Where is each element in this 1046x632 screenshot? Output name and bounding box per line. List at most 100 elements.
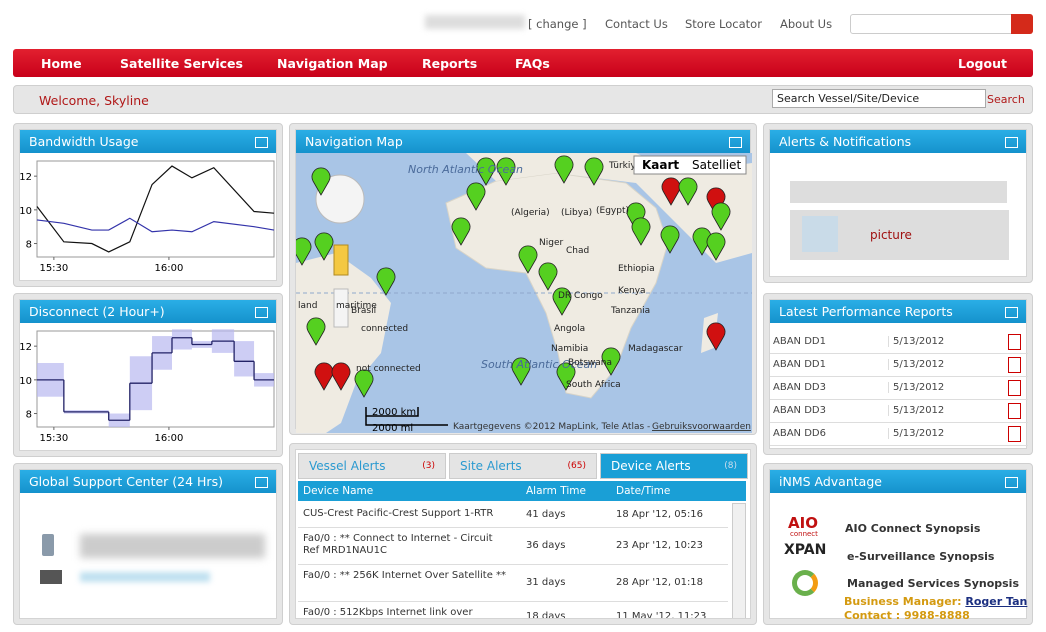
line	[36, 165, 275, 253]
notification[interactable]	[790, 181, 1007, 203]
title: Alerts & Notifications	[779, 134, 912, 149]
panel-title: Latest Performance Reports	[770, 300, 1026, 323]
nav-item[interactable]: FAQs	[515, 56, 550, 71]
band	[171, 329, 192, 350]
vessel-pin	[706, 322, 726, 351]
panel: Bandwidth Usage 8 10 12 15:30 16:00	[13, 123, 283, 287]
pdf-icon[interactable]	[1008, 426, 1021, 442]
report-date: 5/13/2012	[888, 382, 944, 393]
tab-name: Site Alerts	[460, 459, 522, 473]
link[interactable]: Contact Us	[605, 17, 668, 31]
avatar	[802, 216, 838, 252]
contact-value: 9988-8888	[903, 609, 970, 622]
tab[interactable]: Site Alerts (65)	[449, 453, 597, 479]
item[interactable]: e-Surveillance Synopsis	[847, 550, 995, 563]
phone-icon	[42, 534, 54, 556]
panel: Alerts & Notifications picture	[763, 123, 1033, 283]
blurred-user	[425, 15, 525, 29]
vessel-pin	[601, 347, 621, 376]
nav-item[interactable]: Satellite Services	[120, 56, 243, 71]
tab-count: (8)	[724, 461, 737, 471]
vessel-pin	[711, 202, 731, 231]
map-label: DR Congo	[558, 291, 603, 301]
vessel-pin	[706, 187, 726, 216]
search-button[interactable]: Search	[987, 93, 1025, 106]
pdf-icon[interactable]	[1008, 403, 1021, 419]
vessel-pin	[296, 237, 312, 266]
map-label: (Egypt)	[596, 206, 629, 216]
manager-link[interactable]: Roger Tan	[965, 595, 1028, 608]
alarm-time: 41 days	[526, 509, 566, 520]
vessel-pin	[626, 202, 646, 231]
tab[interactable]: Vessel Alerts (3)	[298, 453, 446, 479]
report-row[interactable]: ABAN DD1 5/13/2012	[770, 331, 1028, 354]
vessel-pin	[660, 225, 680, 254]
link[interactable]: About Us	[780, 17, 833, 31]
report-row[interactable]: ABAN DD3 5/13/2012	[770, 377, 1028, 400]
nav-item[interactable]: Reports	[422, 56, 478, 71]
map-credit: Kaartgegevens ©2012 MapLink, Tele Atlas …	[453, 422, 650, 432]
item[interactable]: AIO Connect Synopsis	[845, 522, 981, 535]
map-label: Ethiopia	[618, 264, 655, 274]
report-date: 5/13/2012	[888, 336, 944, 347]
notification[interactable]: picture	[790, 210, 1009, 260]
x-tick-label: 16:00	[155, 263, 184, 274]
table-header: Device Name Alarm Time Date/Time	[298, 481, 746, 501]
vessel-pin	[306, 317, 326, 346]
map-label: Namibia	[551, 344, 588, 354]
search-field[interactable]: Search Vessel/Site/Device	[772, 89, 986, 108]
alarm-time: 36 days	[526, 540, 566, 551]
map-label: Niger	[539, 238, 563, 248]
item[interactable]: Managed Services Synopsis	[847, 577, 1019, 590]
alert-row[interactable]: Fa0/0 : ** 256K Internet Over Satellite …	[298, 565, 728, 602]
title: Navigation Map	[305, 134, 403, 149]
report-row[interactable]: ABAN DD3 5/13/2012	[770, 400, 1028, 423]
welcome: Welcome, Skyline	[39, 93, 149, 108]
pdf-icon[interactable]	[1008, 380, 1021, 396]
alarm-time: 31 days	[526, 577, 566, 588]
vessel-pin	[314, 232, 334, 261]
device: CUS-Crest Pacific-Crest Support 1-RTR	[303, 508, 494, 519]
vessel-pin	[376, 267, 396, 296]
band	[234, 341, 255, 377]
tab[interactable]: Device Alerts (8)	[600, 453, 748, 479]
nav-item[interactable]: Home	[41, 56, 82, 71]
pdf-icon[interactable]	[1008, 334, 1021, 350]
report-row[interactable]: ABAN DD1 5/13/2012	[770, 354, 1028, 377]
report-name: ABAN DD6	[773, 428, 826, 439]
vessel-pin	[678, 177, 698, 206]
tab-count: (65)	[567, 461, 586, 471]
scrollbar[interactable]	[732, 503, 746, 618]
panel: Latest Performance Reports ABAN DD1 5/13/…	[763, 293, 1033, 455]
link[interactable]: [ change ]	[528, 17, 587, 31]
pdf-icon[interactable]	[1008, 357, 1021, 373]
report-row[interactable]: ABAN DD6 5/13/2012	[770, 423, 1028, 446]
vessel-pin	[631, 217, 651, 246]
logo: XPAN	[784, 542, 827, 558]
alert-row[interactable]: CUS-Crest Pacific-Crest Support 1-RTR 41 …	[298, 503, 728, 528]
vessel-pin	[476, 157, 496, 186]
alert-row[interactable]: Fa0/0 : 512Kbps Internet link over 18 day…	[298, 602, 728, 618]
alert-row[interactable]: Fa0/0 : ** Connect to Internet - Circuit…	[298, 528, 728, 565]
nav-item[interactable]: Logout	[958, 56, 1007, 71]
chart: 8 10 12 15:30 16:00	[20, 160, 275, 274]
chart: 8 10 12 15:30 16:00	[20, 329, 275, 444]
mail-icon	[40, 570, 62, 584]
y-tick-label: 8	[26, 410, 32, 421]
map-label: Kenya	[618, 286, 646, 296]
map-label: Chad	[566, 246, 589, 256]
search-input[interactable]	[850, 14, 1012, 34]
x-tick-label: 15:30	[39, 263, 68, 274]
map-label: not connected	[356, 364, 421, 374]
link[interactable]: Store Locator	[685, 17, 762, 31]
report-name: ABAN DD3	[773, 382, 826, 393]
map-label: maritime	[336, 301, 377, 311]
map-label: (Libya)	[561, 208, 592, 218]
search-icon[interactable]	[1011, 14, 1033, 34]
nav-item[interactable]: Navigation Map	[277, 56, 388, 71]
vessel-pin	[554, 155, 574, 184]
map-label: Tanzania	[610, 306, 650, 316]
col: Date/Time	[616, 485, 671, 497]
picture-link[interactable]: picture	[870, 228, 912, 242]
